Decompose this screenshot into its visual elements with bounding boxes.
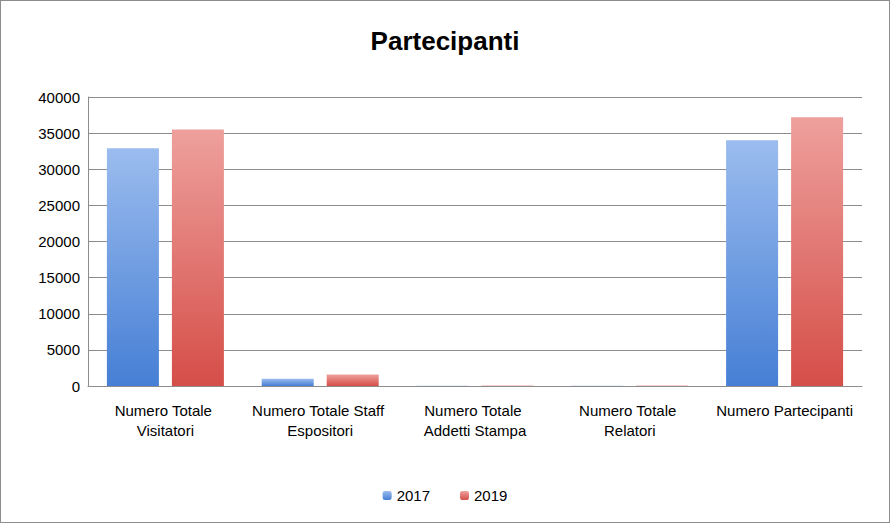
- svg-text:Visitatori: Visitatori: [137, 422, 194, 439]
- svg-text:Numero Totale: Numero Totale: [115, 402, 216, 419]
- svg-text:Relatori: Relatori: [604, 422, 656, 439]
- svg-text:Espositori: Espositori: [287, 422, 353, 439]
- svg-text:35000: 35000: [38, 125, 80, 142]
- svg-text:2019: 2019: [474, 487, 507, 504]
- svg-text:Numero Totale Staff: Numero Totale Staff: [252, 402, 388, 419]
- svg-text:10000: 10000: [38, 305, 80, 322]
- svg-text:5000: 5000: [47, 341, 80, 358]
- svg-text:Numero Partecipanti: Numero Partecipanti: [716, 402, 853, 419]
- svg-text:25000: 25000: [38, 197, 80, 214]
- svg-text:40000: 40000: [38, 89, 80, 106]
- svg-text:30000: 30000: [38, 161, 80, 178]
- svg-text:0: 0: [72, 378, 80, 395]
- svg-text:Numero Totale: Numero Totale: [424, 402, 525, 419]
- svg-text:15000: 15000: [38, 269, 80, 286]
- svg-text:Numero Totale: Numero Totale: [579, 402, 680, 419]
- svg-text:2017: 2017: [397, 487, 430, 504]
- svg-text:Addetti Stampa: Addetti Stampa: [424, 422, 527, 439]
- svg-text:20000: 20000: [38, 233, 80, 250]
- svg-text:Partecipanti: Partecipanti: [371, 26, 520, 56]
